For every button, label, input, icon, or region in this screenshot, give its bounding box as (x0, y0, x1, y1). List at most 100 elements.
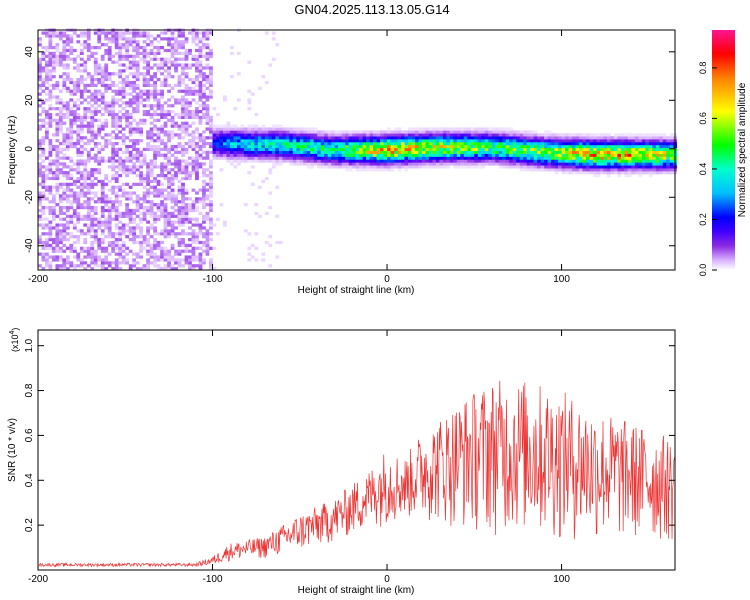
spectrogram-cell (582, 133, 587, 137)
spectrogram-cell (90, 223, 95, 227)
spectrogram-cell (592, 165, 597, 169)
spectrogram-cell (474, 159, 479, 163)
spectrogram-cell (502, 156, 507, 160)
spectrogram-cell (79, 115, 84, 120)
spectrogram-cell (93, 142, 98, 146)
spectrogram-cell (264, 240, 269, 245)
spectrogram-cell (195, 142, 199, 146)
spectrogram-cell (65, 232, 70, 236)
spectrogram-cell (236, 159, 241, 163)
spectrogram-cell (243, 139, 248, 143)
spectrogram-cell (484, 162, 489, 166)
spectrogram-cell (652, 162, 657, 166)
spectrogram-cell (219, 136, 224, 140)
spectrogram-cell (565, 147, 569, 152)
spectrogram-cell (236, 156, 241, 160)
spectrogram-cell (606, 174, 611, 178)
spectrogram-cell (44, 69, 49, 73)
spectrogram-cell (198, 66, 203, 70)
spectrogram-cell (97, 63, 102, 67)
spectrogram-cell (568, 139, 573, 143)
spectrogram-cell (334, 156, 339, 160)
spectrogram-cell (55, 124, 60, 128)
spectrogram-cell (142, 208, 147, 213)
spectrogram-cell (38, 83, 42, 88)
spectrogram-cell (247, 98, 252, 102)
spectrogram-cell (184, 72, 189, 76)
spectrogram-cell (243, 142, 248, 146)
spectrogram-cell (153, 220, 157, 224)
spectrogram-cell (107, 142, 112, 146)
spectrogram-cell (669, 133, 674, 137)
spectrogram-cell (383, 156, 388, 160)
spectrogram-cell (121, 69, 126, 73)
spectrogram-cell (125, 92, 130, 96)
spectrogram-cell (86, 54, 91, 58)
spectrogram-cell (44, 246, 49, 250)
spectrogram-cell (114, 165, 119, 169)
spectrogram-cell (226, 153, 231, 157)
spectrogram-cell (613, 150, 618, 154)
spectrogram-cell (613, 171, 618, 175)
spectrogram-cell (324, 139, 328, 143)
spectrogram-cell (153, 75, 157, 79)
spectrogram-cell (226, 136, 231, 140)
spectrogram-cell (320, 144, 325, 149)
spectrogram-cell (222, 153, 227, 157)
spectrogram-cell (107, 211, 112, 216)
spectrogram-cell (139, 101, 144, 105)
spectrogram-cell (184, 89, 189, 93)
spectrogram-cell (606, 136, 611, 140)
spectrogram-cell (139, 220, 144, 224)
spectrogram-cell (565, 159, 569, 163)
spectrogram-cell (341, 142, 346, 146)
spectrogram-cell (435, 133, 440, 137)
spectrogram-cell (163, 156, 168, 160)
spectrogram-cell (93, 240, 98, 245)
spectrogram-cell (48, 261, 53, 265)
spectrogram-cell (317, 147, 322, 152)
spectrogram-cell (502, 159, 507, 163)
spectrogram-cell (38, 235, 42, 239)
spectrogram-cell (191, 54, 196, 58)
spectrogram-cell (100, 43, 105, 47)
spectrogram-cell (69, 136, 74, 140)
spectrogram-cell (275, 136, 280, 140)
spectrogram-cell (86, 217, 91, 221)
spectrogram-cell (460, 165, 465, 169)
spectrogram-y-tick-label: -40 (24, 238, 35, 253)
spectrogram-cell (191, 86, 196, 90)
spectrogram-cell (512, 165, 517, 169)
spectrogram-cell (418, 136, 423, 140)
spectrogram-cell (65, 220, 70, 224)
spectrogram-cell (142, 238, 147, 242)
spectrogram-cell (83, 43, 88, 47)
spectrogram-cell (222, 124, 227, 128)
spectrogram-cell (76, 133, 81, 137)
spectrogram-cell (107, 37, 112, 41)
spectrogram-cell (86, 43, 91, 47)
spectrogram-cell (592, 133, 597, 137)
spectrogram-cell (170, 86, 175, 90)
spectrogram-cell (58, 249, 63, 253)
spectrogram-cell (666, 144, 671, 149)
spectrogram-cell (93, 63, 98, 67)
spectrogram-cell (121, 89, 126, 93)
spectrogram-cell (97, 226, 102, 230)
spectrogram-cell (184, 203, 189, 207)
spectrogram-cell (205, 34, 210, 38)
spectrogram-cell (149, 130, 154, 134)
spectrogram-cell (495, 139, 500, 143)
spectrogram-cell (620, 144, 625, 149)
spectrogram-cell (69, 176, 74, 181)
spectrogram-cell (195, 162, 199, 166)
spectrogram-cell (195, 176, 199, 181)
spectrogram-cell (470, 139, 475, 143)
spectrogram-cell (184, 115, 189, 120)
spectrogram-cell (51, 107, 56, 111)
spectrogram-cell (278, 124, 283, 128)
spectrogram-cell (624, 162, 629, 166)
spectrogram-cell (359, 153, 363, 157)
spectrogram-cell (153, 246, 157, 250)
spectrogram-cell (107, 110, 112, 114)
